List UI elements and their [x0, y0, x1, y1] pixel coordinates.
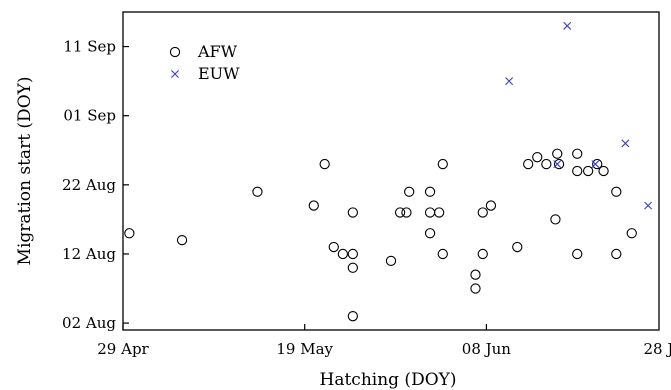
- afw-point: [572, 165, 583, 177]
- y-tick-label: 12 Aug: [62, 245, 116, 263]
- y-tick-label: 22 Aug: [62, 176, 116, 194]
- y-tick-label: 02 Aug: [62, 314, 116, 332]
- afw-point: [347, 207, 358, 218]
- afw-point: [553, 158, 565, 170]
- afw-point: [477, 207, 488, 218]
- plot-area-group: [122, 11, 660, 331]
- afw-point: [404, 186, 415, 197]
- afw-point: [401, 207, 412, 218]
- euw-point: [591, 160, 600, 169]
- afw-point: [328, 241, 339, 253]
- afw-point: [437, 248, 448, 260]
- afw-point: [437, 158, 448, 170]
- euw-point: [644, 201, 653, 210]
- data-points: [124, 21, 653, 322]
- plot-frame: [122, 11, 660, 331]
- legend-marker-euw: [171, 70, 179, 78]
- x-tick-label: 28 Jun: [643, 340, 671, 358]
- euw-point: [505, 77, 514, 86]
- afw-point: [592, 158, 603, 170]
- afw-point: [552, 148, 563, 159]
- afw-point: [611, 186, 622, 197]
- afw-point: [124, 228, 135, 239]
- afw-point: [337, 248, 349, 260]
- afw-point: [394, 207, 406, 218]
- afw-point: [477, 248, 488, 260]
- euw-point: [621, 139, 630, 148]
- afw-point: [598, 165, 609, 177]
- x-tick-label: 29 Apr: [97, 340, 149, 358]
- afw-point: [485, 200, 497, 211]
- afw-point: [470, 283, 481, 294]
- afw-point: [319, 158, 330, 170]
- afw-point: [433, 207, 445, 218]
- y-tick-label: 11 Sep: [63, 38, 116, 56]
- euw-point: [553, 160, 562, 169]
- afw-point: [347, 262, 358, 273]
- x-axis-title: Hatching (DOY): [320, 370, 457, 390]
- afw-point: [347, 311, 358, 322]
- y-tick-label: 01 Sep: [63, 107, 116, 125]
- y-axis: 02 Aug 12 Aug 22 Aug 01 Sep 11 Sep: [62, 38, 129, 332]
- y-axis-title: Migration start (DOY): [15, 77, 35, 266]
- afw-point: [532, 152, 543, 163]
- afw-point: [541, 158, 552, 170]
- afw-point: [572, 148, 583, 159]
- afw-point: [512, 241, 523, 253]
- afw-point: [550, 214, 561, 225]
- afw-point: [424, 186, 436, 197]
- afw-point: [424, 207, 436, 218]
- legend: AFW EUW: [169, 42, 240, 83]
- afw-point: [611, 248, 622, 260]
- x-tick-label: 08 Jun: [462, 340, 512, 358]
- afw-point: [523, 158, 534, 170]
- afw-point: [572, 248, 583, 260]
- legend-label-afw: AFW: [197, 42, 238, 61]
- afw-point: [176, 234, 188, 246]
- x-tick-label: 19 May: [276, 340, 333, 358]
- afw-point: [385, 255, 397, 267]
- legend-marker-afw: [169, 46, 181, 58]
- afw-point: [424, 228, 436, 239]
- afw-point: [626, 228, 637, 239]
- legend-label-euw: EUW: [198, 64, 240, 83]
- x-axis: 29 Apr 19 May 08 Jun 28 Jun: [97, 324, 671, 358]
- euw-point: [563, 21, 572, 30]
- afw-point: [252, 186, 263, 197]
- afw-point: [470, 269, 481, 280]
- afw-point: [582, 165, 594, 177]
- afw-point: [308, 200, 319, 211]
- afw-point: [347, 248, 358, 260]
